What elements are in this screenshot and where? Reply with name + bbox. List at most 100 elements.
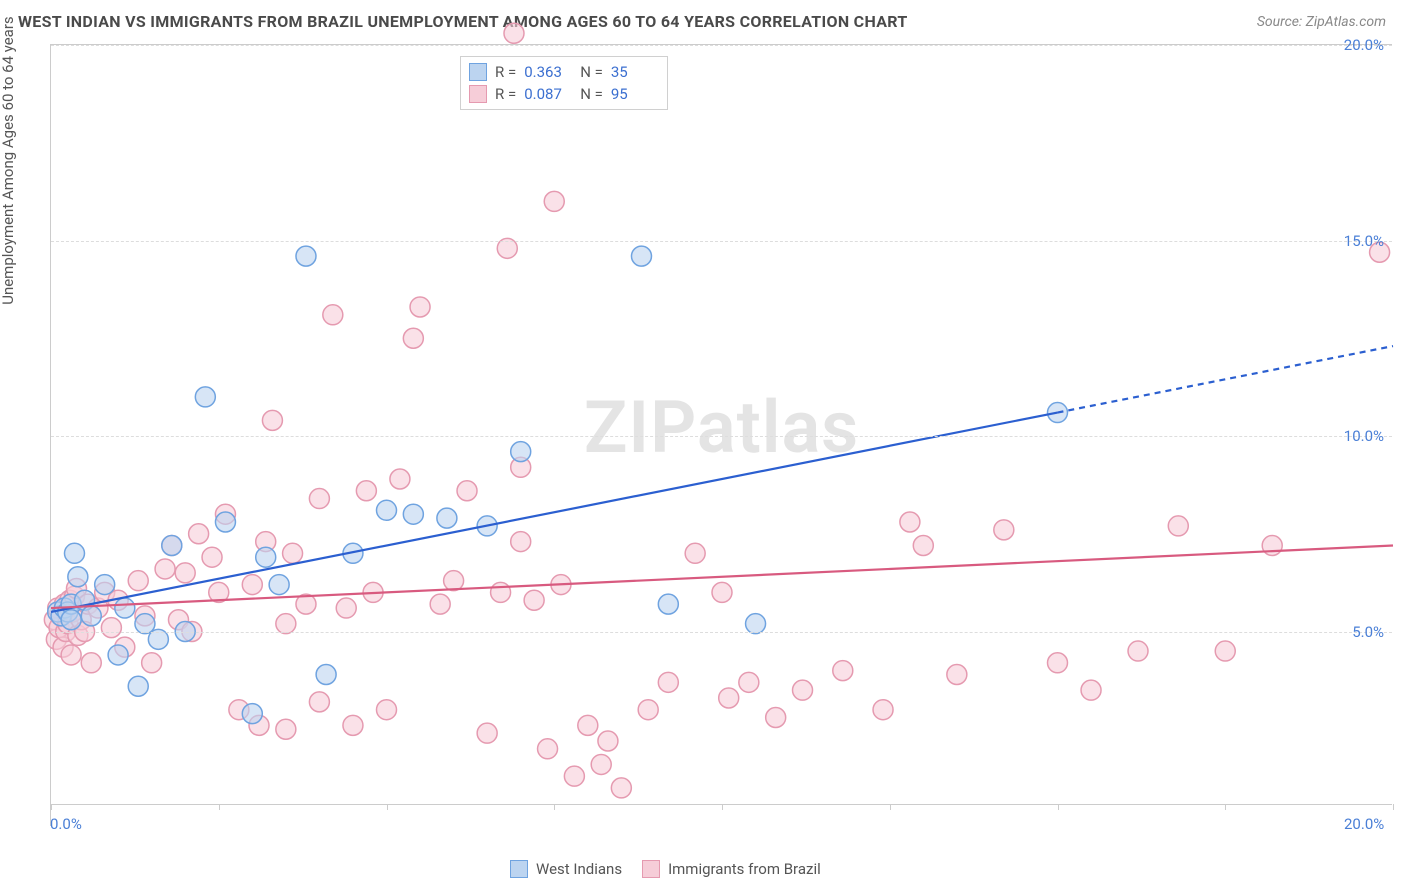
data-point	[511, 532, 531, 552]
data-point	[658, 594, 678, 614]
data-point	[61, 645, 81, 665]
data-point	[155, 559, 175, 579]
data-point	[115, 598, 135, 618]
data-point	[256, 547, 276, 567]
y-axis-label: Unemployment Among Ages 60 to 64 years	[0, 16, 17, 304]
data-point	[202, 547, 222, 567]
data-point	[638, 700, 658, 720]
data-point	[477, 723, 497, 743]
data-point	[128, 676, 148, 696]
data-point	[900, 512, 920, 532]
chart-title: WEST INDIAN VS IMMIGRANTS FROM BRAZIL UN…	[18, 12, 908, 31]
legend-series-item: West Indians	[510, 860, 622, 878]
data-point	[95, 575, 115, 595]
data-point	[323, 305, 343, 325]
data-point	[68, 567, 88, 587]
data-point	[336, 598, 356, 618]
y-tick-label: 15.0%	[1344, 232, 1384, 250]
legend-stat-row: R =0.087N =95	[469, 83, 659, 105]
data-point	[544, 191, 564, 211]
data-point	[316, 665, 336, 685]
data-point	[1215, 641, 1235, 661]
data-point	[195, 387, 215, 407]
data-point	[309, 489, 329, 509]
data-point	[276, 719, 296, 739]
data-point	[296, 246, 316, 266]
data-point	[504, 23, 524, 43]
x-tick	[722, 804, 723, 810]
data-point	[142, 653, 162, 673]
trend-line-extrapolated	[1058, 346, 1394, 412]
source-attribution: Source: ZipAtlas.com	[1257, 14, 1386, 30]
data-point	[61, 610, 81, 630]
data-point	[162, 535, 182, 555]
gridline	[51, 45, 1392, 46]
data-point	[598, 731, 618, 751]
n-value: 95	[611, 85, 659, 103]
data-point	[685, 543, 705, 563]
data-point	[403, 328, 423, 348]
data-point	[410, 297, 430, 317]
x-tick	[387, 804, 388, 810]
data-point	[403, 504, 423, 524]
data-point	[377, 700, 397, 720]
r-label: R =	[495, 63, 516, 81]
y-tick-label: 10.0%	[1344, 427, 1384, 445]
legend-swatch	[469, 85, 487, 103]
data-point	[108, 645, 128, 665]
legend-series-label: Immigrants from Brazil	[668, 860, 821, 878]
data-point	[175, 563, 195, 583]
data-point	[457, 481, 477, 501]
data-point	[215, 512, 235, 532]
data-point	[437, 508, 457, 528]
data-point	[81, 653, 101, 673]
y-tick-label: 20.0%	[1344, 36, 1384, 54]
plot-area: ZIPatlas 5.0%10.0%15.0%20.0%	[50, 44, 1392, 826]
r-value: 0.087	[524, 85, 572, 103]
data-point	[511, 442, 531, 462]
data-point	[242, 704, 262, 724]
data-point	[1128, 641, 1148, 661]
data-point	[631, 246, 651, 266]
data-point	[578, 715, 598, 735]
x-tick	[1393, 804, 1394, 810]
data-point	[658, 672, 678, 692]
data-point	[356, 481, 376, 501]
data-point	[947, 665, 967, 685]
data-point	[491, 582, 511, 602]
data-point	[64, 543, 84, 563]
data-point	[766, 708, 786, 728]
correlation-chart: WEST INDIAN VS IMMIGRANTS FROM BRAZIL UN…	[0, 0, 1406, 892]
data-point	[564, 766, 584, 786]
data-point	[81, 606, 101, 626]
data-point	[309, 692, 329, 712]
legend-correlation-stats: R =0.363N =35R =0.087N =95	[460, 56, 668, 110]
data-point	[390, 469, 410, 489]
r-label: R =	[495, 85, 516, 103]
gridline	[51, 436, 1392, 437]
x-tick	[51, 804, 52, 810]
x-tick	[219, 804, 220, 810]
x-tick	[554, 804, 555, 810]
y-tick-label: 5.0%	[1352, 623, 1384, 641]
r-value: 0.363	[524, 63, 572, 81]
data-point	[283, 543, 303, 563]
data-point	[269, 575, 289, 595]
legend-swatch	[469, 63, 487, 81]
data-point	[1081, 680, 1101, 700]
data-point	[1168, 516, 1188, 536]
data-point	[793, 680, 813, 700]
data-point	[719, 688, 739, 708]
legend-stat-row: R =0.363N =35	[469, 61, 659, 83]
data-point	[833, 661, 853, 681]
x-tick	[890, 804, 891, 810]
data-point	[873, 700, 893, 720]
data-point	[101, 618, 121, 638]
n-value: 35	[611, 63, 659, 81]
data-point	[242, 575, 262, 595]
data-point	[739, 672, 759, 692]
data-point	[913, 535, 933, 555]
data-point	[430, 594, 450, 614]
legend-series: West Indians Immigrants from Brazil	[510, 860, 821, 878]
data-point	[591, 754, 611, 774]
